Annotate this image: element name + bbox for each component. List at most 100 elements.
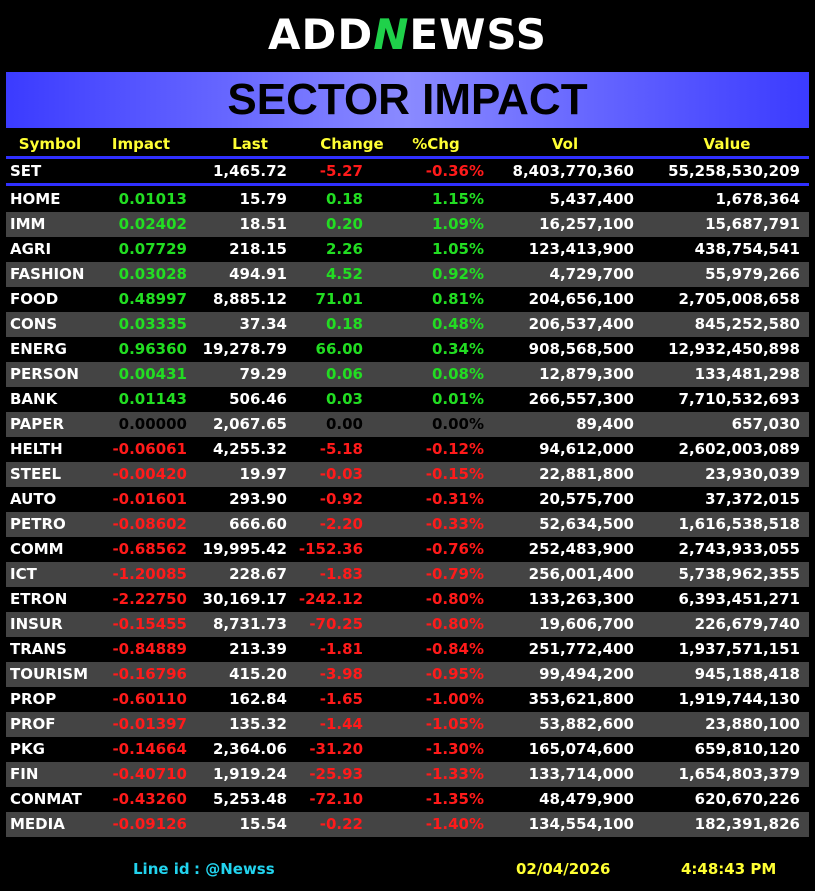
change: -2.20 — [319, 515, 363, 533]
impact: 0.96360 — [118, 340, 187, 358]
row-background — [6, 637, 809, 662]
change: 0.20 — [325, 215, 363, 233]
pct-change: -1.40% — [425, 815, 484, 833]
pct-change: 0.34% — [431, 340, 484, 358]
row-background — [6, 712, 809, 737]
row-background — [6, 537, 809, 562]
volume: 353,621,800 — [528, 690, 634, 708]
last: 5,253.48 — [212, 790, 287, 808]
last: 228.67 — [229, 565, 287, 583]
symbol: STEEL — [10, 465, 62, 483]
pct-change: -1.05% — [425, 715, 484, 733]
volume: 12,879,300 — [539, 365, 634, 383]
last: 2,067.65 — [212, 415, 287, 433]
volume: 165,074,600 — [528, 740, 634, 758]
pct-change: -0.33% — [425, 515, 484, 533]
banner: SECTOR IMPACT — [6, 72, 809, 128]
impact: -0.00420 — [112, 465, 187, 483]
row-background — [6, 412, 809, 437]
last: 79.29 — [239, 365, 287, 383]
volume: 89,400 — [576, 415, 634, 433]
change: -72.10 — [309, 790, 363, 808]
value: 226,679,740 — [694, 615, 800, 633]
row-background — [6, 337, 809, 362]
last: 15.54 — [239, 815, 287, 833]
pct-change: 1.09% — [431, 215, 484, 233]
pct-change: 0.48% — [431, 315, 484, 333]
last: 19,278.79 — [202, 340, 287, 358]
last: 4,255.32 — [212, 440, 287, 458]
pct-change: -0.31% — [425, 490, 484, 508]
symbol: ETRON — [10, 590, 68, 608]
symbol: INSUR — [10, 615, 63, 633]
volume: 204,656,100 — [528, 290, 634, 308]
value: 945,188,418 — [694, 665, 800, 683]
last: 218.15 — [229, 240, 287, 258]
symbol: FIN — [10, 765, 39, 783]
last: 19.97 — [239, 465, 287, 483]
value: 182,391,826 — [694, 815, 800, 833]
row-background — [6, 387, 809, 412]
change: -152.36 — [298, 540, 363, 558]
column-header: Last — [232, 135, 268, 153]
change: 0.18 — [325, 190, 363, 208]
impact: -0.14664 — [112, 740, 187, 758]
value: 438,754,541 — [694, 240, 800, 258]
value: 657,030 — [731, 415, 800, 433]
value: 1,937,571,151 — [678, 640, 800, 658]
volume: 133,714,000 — [528, 765, 634, 783]
pct-change: -0.80% — [425, 615, 484, 633]
value: 12,932,450,898 — [668, 340, 800, 358]
value: 133,481,298 — [694, 365, 800, 383]
pct-change: -0.36% — [425, 162, 484, 180]
row-background — [6, 812, 809, 837]
impact: -0.16796 — [112, 665, 187, 683]
pct-change: -1.33% — [425, 765, 484, 783]
value: 1,919,744,130 — [678, 690, 800, 708]
logo-part: ADD — [267, 10, 374, 59]
pct-change: -0.80% — [425, 590, 484, 608]
symbol: HOME — [10, 190, 61, 208]
volume: 52,634,500 — [539, 515, 634, 533]
impact: -0.09126 — [112, 815, 187, 833]
change: -5.27 — [319, 162, 363, 180]
impact: 0.07729 — [118, 240, 187, 258]
row-background — [6, 512, 809, 537]
volume: 20,575,700 — [539, 490, 634, 508]
row-background — [6, 262, 809, 287]
impact: 0.02402 — [118, 215, 187, 233]
row-background — [6, 237, 809, 262]
column-header: Change — [320, 135, 384, 153]
row-background — [6, 212, 809, 237]
value: 2,705,008,658 — [678, 290, 800, 308]
impact: -0.01397 — [112, 715, 187, 733]
change: -0.03 — [319, 465, 363, 483]
symbol: SET — [10, 162, 42, 180]
line-id-label: Line id — [133, 860, 190, 878]
value: 2,602,003,089 — [678, 440, 800, 458]
last: 19,995.42 — [202, 540, 287, 558]
value: 23,880,100 — [705, 715, 800, 733]
symbol: CONS — [10, 315, 58, 333]
pct-change: 0.00% — [431, 415, 484, 433]
change: -25.93 — [309, 765, 363, 783]
change: 0.03 — [325, 390, 363, 408]
impact: 0.00000 — [118, 415, 187, 433]
pct-change: -1.35% — [425, 790, 484, 808]
volume: 256,001,400 — [528, 565, 634, 583]
symbol: AUTO — [10, 490, 57, 508]
pct-change: 1.15% — [431, 190, 484, 208]
last: 666.60 — [229, 515, 287, 533]
impact: 0.01013 — [118, 190, 187, 208]
row-background — [6, 587, 809, 612]
value: 845,252,580 — [694, 315, 800, 333]
change: 71.01 — [315, 290, 363, 308]
logo-part: N — [373, 10, 410, 59]
symbol: FOOD — [10, 290, 59, 308]
symbol: PAPER — [10, 415, 65, 433]
pct-change: 0.01% — [431, 390, 484, 408]
row-background — [6, 437, 809, 462]
pct-change: -1.00% — [425, 690, 484, 708]
symbol: PKG — [10, 740, 45, 758]
change: -0.92 — [319, 490, 363, 508]
